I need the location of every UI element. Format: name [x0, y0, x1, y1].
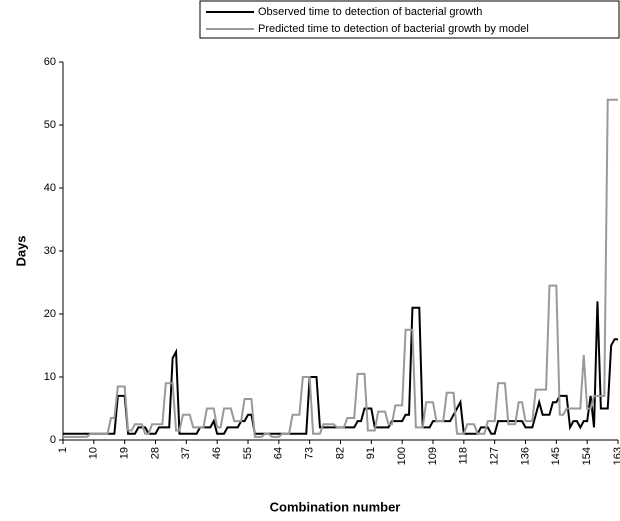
legend-box	[199, 0, 620, 39]
series-line	[63, 98, 618, 438]
x-tick-label: 109	[427, 447, 439, 465]
y-tick-label: 40	[44, 182, 56, 194]
y-tick-label: 60	[44, 56, 56, 68]
x-tick-label: 82	[334, 447, 346, 459]
y-axis-title: Days	[13, 235, 28, 266]
x-tick-label: 10	[88, 447, 100, 459]
x-tick-label: 55	[242, 447, 254, 459]
series-line	[63, 301, 618, 435]
x-tick-label: 1	[57, 447, 69, 453]
y-tick-label: 20	[44, 308, 56, 320]
x-tick-label: 37	[180, 447, 192, 459]
x-tick-label: 163	[612, 447, 620, 465]
x-tick-label: 127	[489, 447, 501, 465]
x-tick-label: 28	[149, 447, 161, 459]
x-tick-label: 73	[304, 447, 316, 459]
x-tick-label: 91	[365, 447, 377, 459]
x-tick-label: 118	[458, 447, 470, 465]
y-tick-label: 0	[50, 434, 56, 446]
y-tick-label: 30	[44, 245, 56, 257]
x-tick-label: 154	[581, 447, 593, 465]
x-tick-label: 64	[273, 447, 285, 459]
x-tick-label: 100	[396, 447, 408, 465]
legend-label: Observed time to detection of bacterial …	[258, 6, 482, 18]
x-axis-title: Combination number	[270, 499, 401, 514]
legend-label: Predicted time to detection of bacterial…	[258, 23, 529, 35]
y-tick-label: 10	[44, 371, 56, 383]
y-tick-label: 50	[44, 119, 56, 131]
x-tick-label: 19	[119, 447, 131, 459]
x-tick-label: 46	[211, 447, 223, 459]
x-tick-label: 136	[519, 447, 531, 465]
x-tick-label: 145	[550, 447, 562, 465]
